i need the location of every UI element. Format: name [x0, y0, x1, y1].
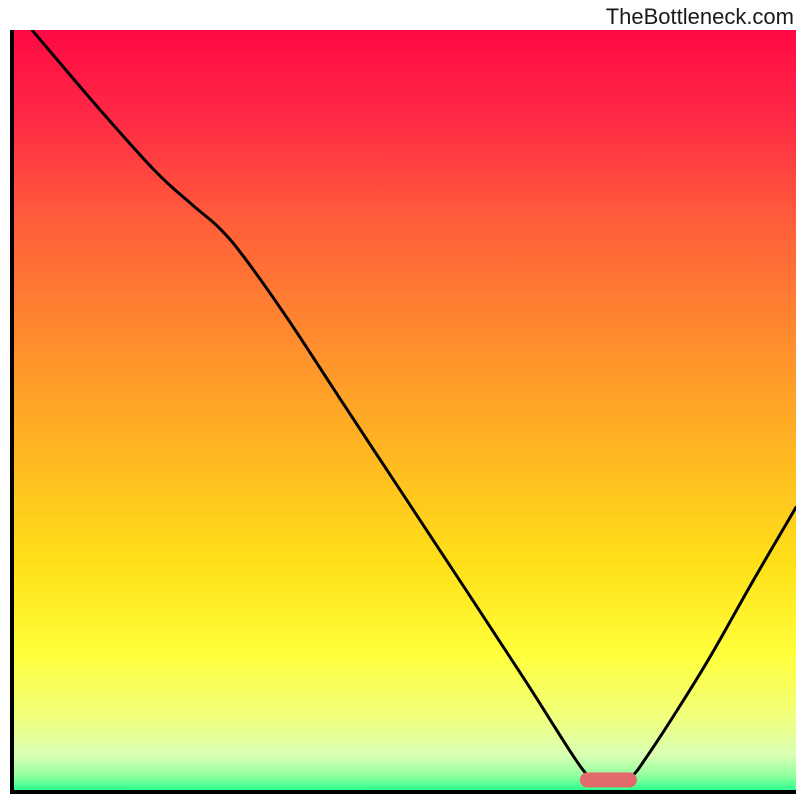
performance-curve [32, 30, 796, 783]
bottleneck-chart: TheBottleneck.com [0, 0, 800, 800]
x-axis [10, 790, 796, 794]
plot-area [14, 30, 796, 790]
watermark-text: TheBottleneck.com [606, 4, 794, 30]
curve-layer [14, 30, 796, 790]
y-axis [10, 30, 14, 794]
optimal-marker [580, 773, 636, 788]
